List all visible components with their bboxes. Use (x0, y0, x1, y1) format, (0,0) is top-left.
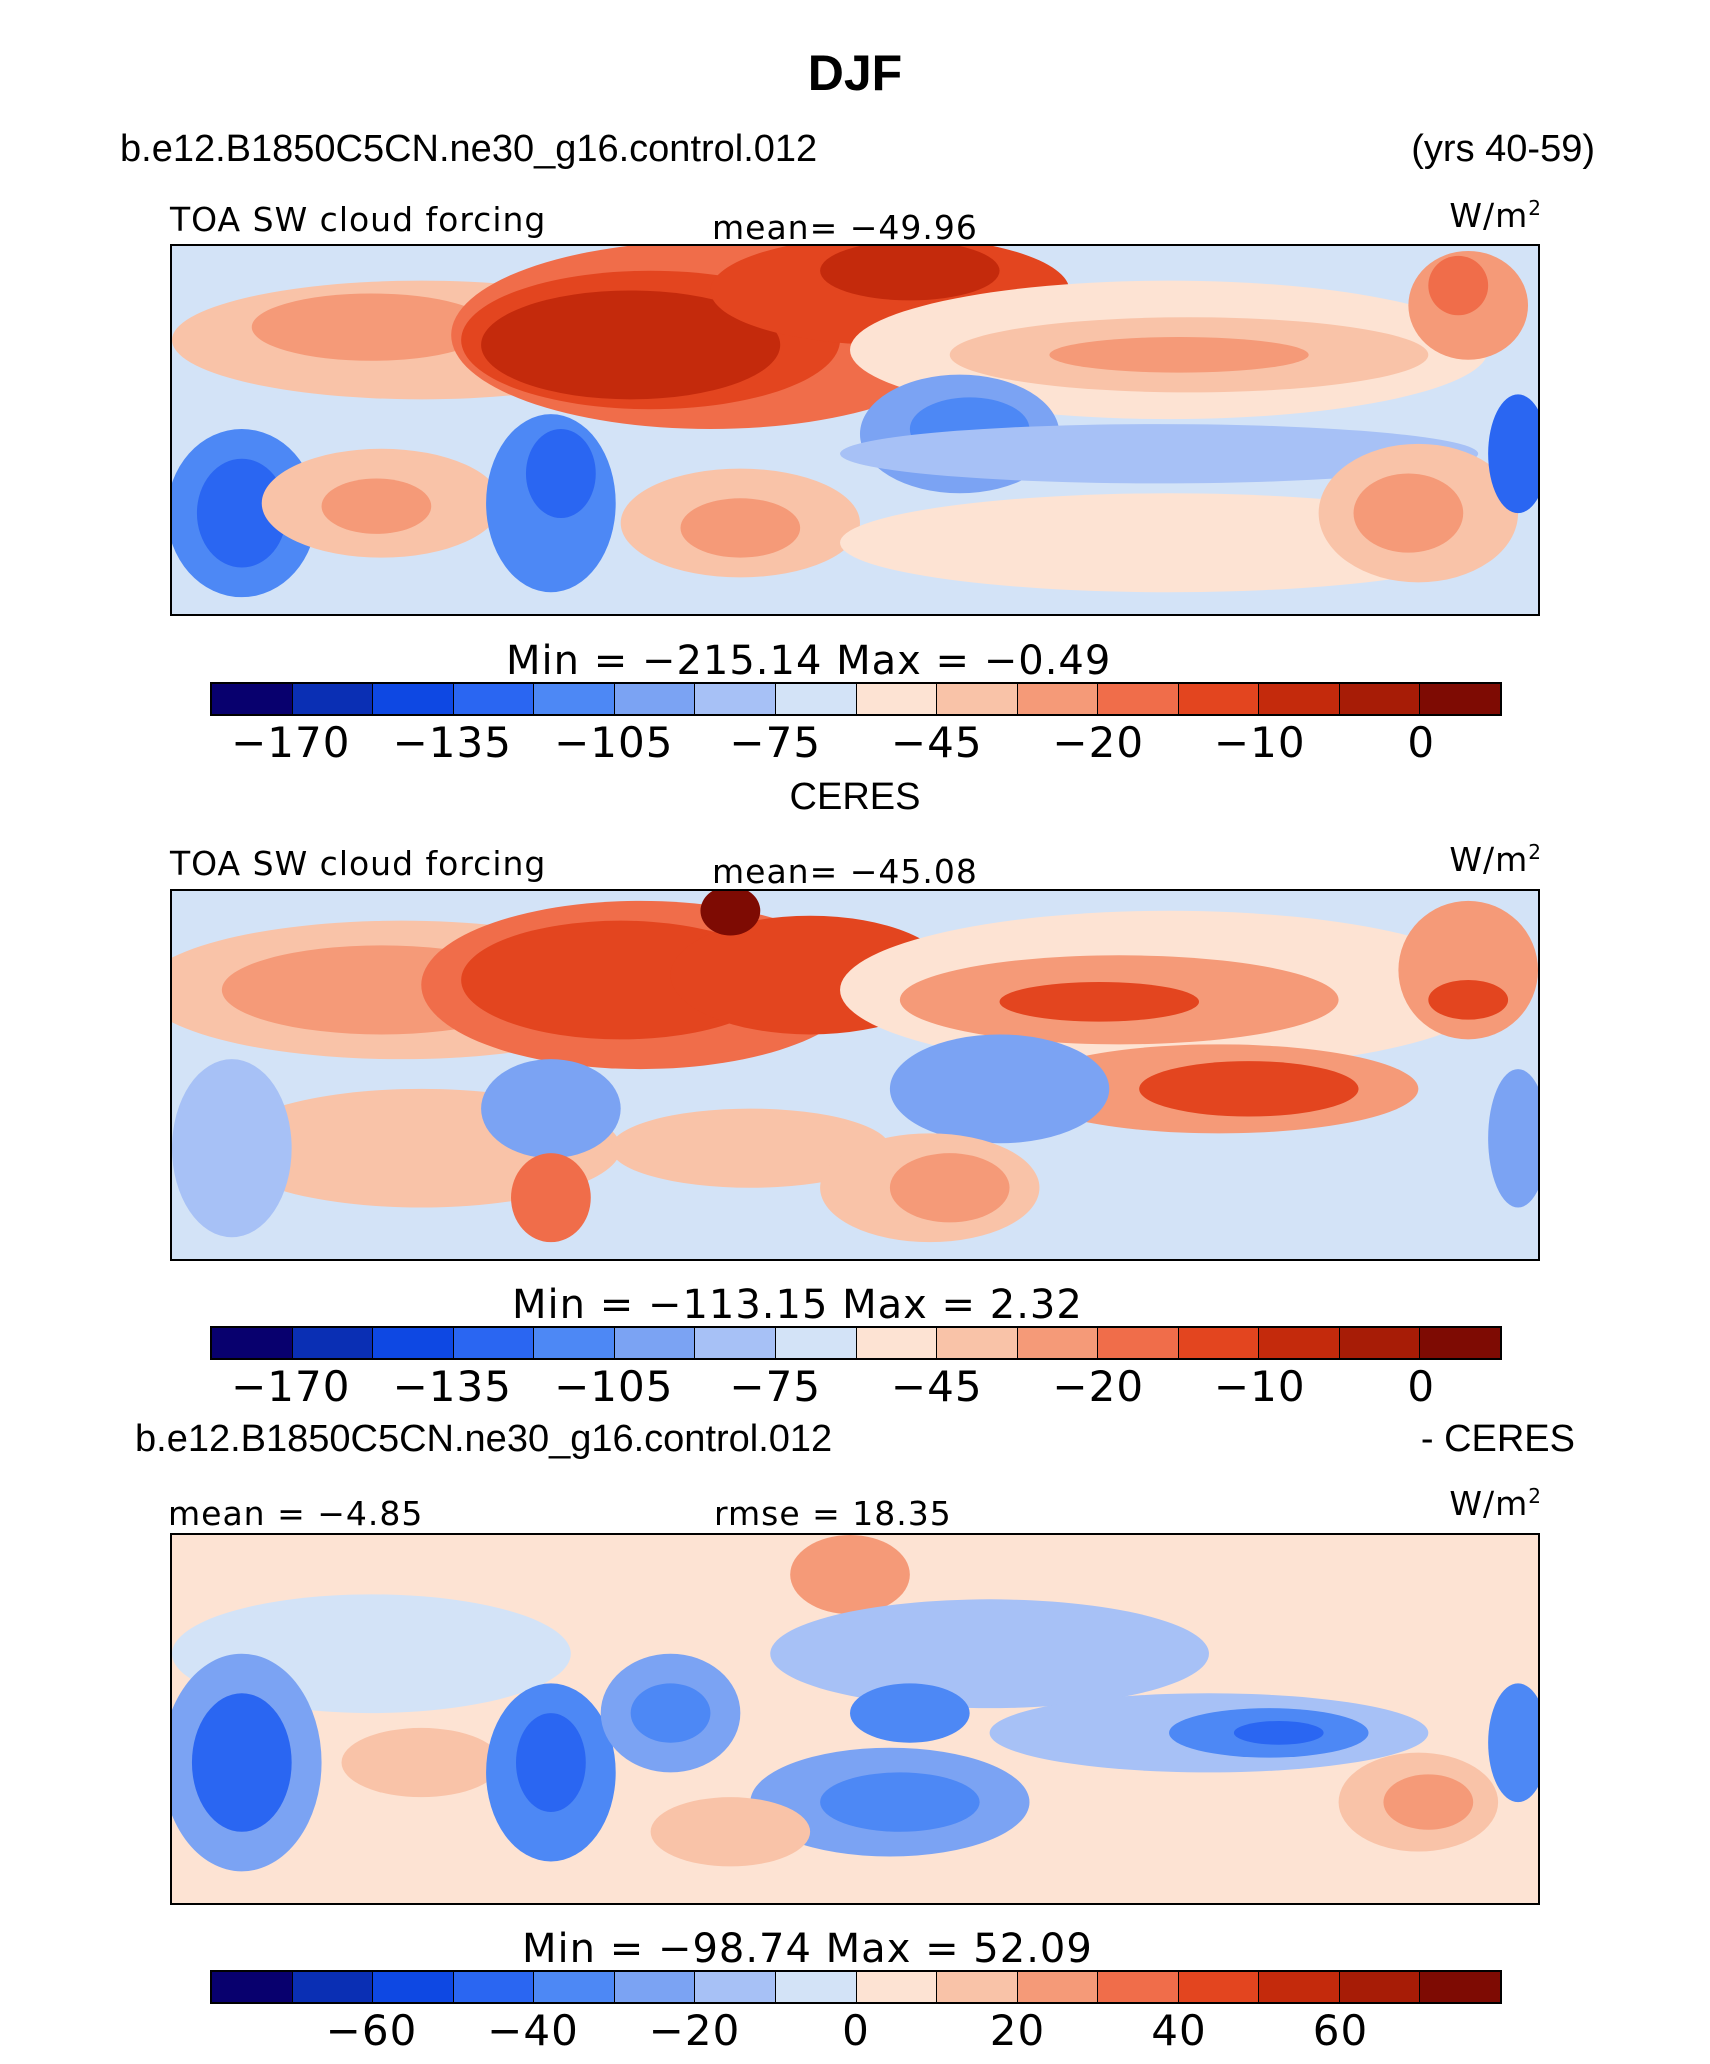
colorbar-swatch (212, 684, 293, 714)
colorbar-tick-label: −135 (392, 718, 512, 767)
colorbar-swatch (1420, 684, 1500, 714)
colorbar-tick-label: −10 (1213, 718, 1306, 767)
colorbar-swatch (534, 684, 615, 714)
colorbar-tick-label: −20 (1052, 718, 1145, 767)
colorbar-swatch (1098, 1972, 1179, 2002)
colorbar-swatch (534, 1972, 615, 2002)
colorbar-swatch (292, 684, 374, 714)
figure-title: DJF (807, 45, 903, 101)
colorbar-swatch (1017, 684, 1099, 714)
colorbar-tick-label: −45 (890, 1362, 983, 1411)
colorbar-swatch (373, 1328, 454, 1358)
panel3-heading-left: b.e12.B1850C5CN.ne30_g16.control.012 (135, 1418, 833, 1460)
colorbar-swatch (856, 1972, 938, 2002)
colorbar-tick-label: 0 (1407, 1362, 1436, 1411)
colorbar-swatch (1178, 684, 1260, 714)
colorbar-swatch (614, 1328, 696, 1358)
colorbar-swatch (212, 1972, 293, 2002)
panel3-units: W/m2 (1449, 1484, 1542, 1523)
colorbar-tick-label: −75 (729, 1362, 822, 1411)
colorbar-swatch (775, 1972, 857, 2002)
case-name: b.e12.B1850C5CN.ne30_g16.control.012 (120, 128, 818, 170)
colorbar-tick-label: −75 (729, 718, 822, 767)
colorbar-swatch (453, 1328, 535, 1358)
colorbar-swatch (937, 1328, 1018, 1358)
colorbar-tick-label: 0 (842, 2006, 870, 2055)
colorbar-tick-label: −20 (648, 2006, 741, 2055)
colorbar-swatch (937, 1972, 1018, 2002)
colorbar-swatch (614, 684, 696, 714)
panel1-minmax: Min = −215.14 Max = −0.49 (506, 638, 1112, 684)
colorbar-swatch (1017, 1328, 1099, 1358)
colorbar-swatch (614, 1972, 696, 2002)
panel1-colorbar-ticks: −170 −135 −105 −75 −45 −20 −10 0 (210, 718, 1502, 768)
colorbar-swatch (453, 684, 535, 714)
panel2-map (170, 889, 1540, 1261)
colorbar-tick-label: −60 (325, 2006, 418, 2055)
panel3-minmax: Min = −98.74 Max = 52.09 (522, 1926, 1093, 1972)
panel1-colorbar (210, 682, 1502, 716)
colorbar-tick-label: −105 (554, 718, 674, 767)
panel2-heading: CERES (789, 776, 921, 818)
panel3-colorbar (210, 1970, 1502, 2004)
colorbar-swatch (775, 684, 857, 714)
panel2-colorbar-ticks: −170 −135 −105 −75 −45 −20 −10 0 (210, 1362, 1502, 1412)
panel3-mean: mean = −4.85 (168, 1494, 424, 1533)
colorbar-swatch (1178, 1328, 1260, 1358)
panel1-map (170, 244, 1540, 616)
colorbar-tick-label: −45 (890, 718, 983, 767)
colorbar-tick-label: −135 (392, 1362, 512, 1411)
colorbar-swatch (856, 684, 938, 714)
colorbar-tick-label: −20 (1052, 1362, 1145, 1411)
colorbar-swatch (1259, 1328, 1340, 1358)
colorbar-swatch (292, 1972, 374, 2002)
colorbar-swatch (775, 1328, 857, 1358)
colorbar-tick-label: 40 (1151, 2006, 1207, 2055)
colorbar-swatch (695, 684, 776, 714)
colorbar-swatch (1178, 1972, 1260, 2002)
colorbar-swatch (534, 1328, 615, 1358)
colorbar-swatch (212, 1328, 293, 1358)
panel3-heading-right: - CERES (1420, 1418, 1575, 1460)
panel1-units: W/m2 (1449, 196, 1542, 235)
colorbar-tick-label: 20 (989, 2006, 1046, 2055)
colorbar-swatch (1098, 684, 1179, 714)
colorbar-tick-label: −170 (231, 1362, 351, 1411)
colorbar-tick-label: −170 (231, 718, 351, 767)
panel2-units: W/m2 (1449, 840, 1542, 879)
panel1-field-label: TOA SW cloud forcing (170, 200, 547, 239)
panel1-mean: mean= −49.96 (712, 208, 978, 247)
colorbar-swatch (695, 1972, 776, 2002)
colorbar-swatch (373, 684, 454, 714)
colorbar-swatch (1339, 1972, 1421, 2002)
colorbar-tick-label: −40 (487, 2006, 579, 2055)
colorbar-swatch (1420, 1972, 1500, 2002)
colorbar-swatch (695, 1328, 776, 1358)
years-range: (yrs 40-59) (1411, 128, 1595, 170)
colorbar-tick-label: −105 (554, 1362, 674, 1411)
colorbar-swatch (373, 1972, 454, 2002)
colorbar-swatch (856, 1328, 938, 1358)
colorbar-swatch (1259, 1972, 1340, 2002)
panel2-mean: mean= −45.08 (712, 852, 978, 891)
colorbar-swatch (1339, 1328, 1421, 1358)
colorbar-swatch (1259, 684, 1340, 714)
colorbar-tick-label: 0 (1407, 718, 1436, 767)
colorbar-tick-label: 60 (1312, 2006, 1369, 2055)
colorbar-tick-label: −10 (1213, 1362, 1306, 1411)
colorbar-swatch (1098, 1328, 1179, 1358)
panel2-minmax: Min = −113.15 Max = 2.32 (512, 1282, 1083, 1328)
colorbar-swatch (1339, 684, 1421, 714)
colorbar-swatch (292, 1328, 374, 1358)
colorbar-swatch (453, 1972, 535, 2002)
panel3-map (170, 1533, 1540, 1905)
panel3-colorbar-ticks: −60 −40 −20 0 20 40 60 (210, 2006, 1502, 2056)
panel2-colorbar (210, 1326, 1502, 1360)
colorbar-swatch (1017, 1972, 1099, 2002)
colorbar-swatch (1420, 1328, 1500, 1358)
colorbar-swatch (937, 684, 1018, 714)
panel2-field-label: TOA SW cloud forcing (170, 844, 547, 883)
panel3-rmse: rmse = 18.35 (714, 1494, 952, 1533)
